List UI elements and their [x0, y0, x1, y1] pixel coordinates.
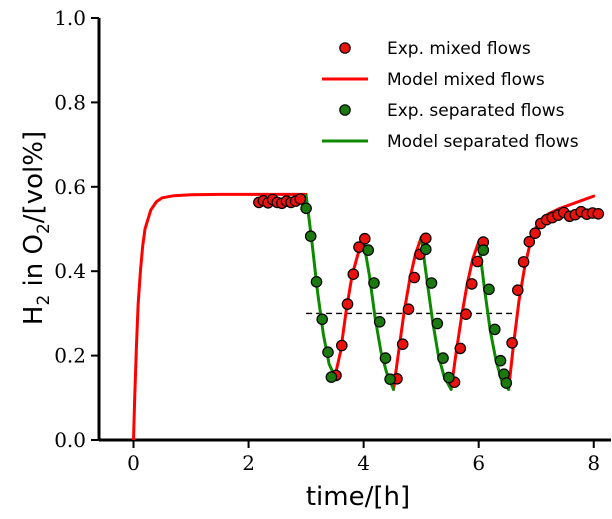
exp-mixed-point: [517, 256, 530, 268]
exp-mixed-point: [294, 193, 307, 205]
legend-entry: Model mixed flows: [322, 70, 545, 90]
y-tick-label: 1.0: [54, 6, 86, 30]
exp-mixed-point: [335, 339, 348, 352]
exp-separated-point: [477, 244, 490, 256]
exp-mixed-point: [419, 232, 432, 245]
exp-mixed-point: [506, 337, 518, 349]
y-tick-label: 0.6: [54, 175, 86, 199]
model-separated-line-segment: [362, 240, 395, 391]
legend: Exp. mixed flows Model mixed flows Exp. se…: [322, 39, 579, 152]
y-axis-title: H2 in O2/[vol%]: [19, 131, 54, 325]
exp-separated-point: [384, 373, 396, 385]
exp-mixed-point: [471, 255, 484, 268]
experiment-markers-layer: [253, 193, 605, 389]
model-separated-line-segment: [477, 240, 511, 391]
x-tick-label: 8: [587, 451, 600, 475]
legend-marker: [339, 104, 351, 116]
x-axis-title: time/[h]: [306, 482, 410, 512]
ticks-layer: 0 2 4 6 8 0.0 0.2 0.4 0.6 0.8 1.0: [54, 6, 600, 475]
exp-separated-point: [379, 352, 392, 364]
exp-mixed-point: [347, 268, 360, 280]
x-tick-label: 2: [242, 451, 255, 475]
y-tick-label: 0.2: [54, 344, 86, 368]
x-tick-label: 4: [357, 451, 370, 475]
exp-separated-point: [437, 352, 449, 364]
legend-entry: Exp. mixed flows: [339, 39, 531, 59]
exp-separated-point: [368, 277, 380, 289]
exp-separated-point: [300, 202, 312, 215]
exp-mixed-point: [454, 342, 467, 355]
exp-separated-point: [316, 313, 328, 326]
exp-mixed-point: [511, 284, 524, 296]
exp-separated-point: [310, 275, 323, 288]
exp-separated-point: [483, 283, 495, 296]
exp-separated-point: [362, 244, 374, 256]
legend-marker: [339, 42, 351, 54]
model-lines-layer: [132, 192, 596, 440]
exp-mixed-point: [592, 208, 605, 220]
x-tick-label: 6: [472, 451, 485, 475]
exp-mixed-point: [465, 278, 478, 290]
legend-label: Model separated flows: [387, 132, 579, 152]
exp-separated-point: [304, 230, 317, 242]
legend-label: Exp. mixed flows: [387, 39, 531, 59]
legend-label: Model mixed flows: [387, 70, 545, 90]
exp-mixed-point: [529, 227, 541, 239]
x-tick-label: 0: [127, 451, 140, 475]
legend-entry: Exp. separated flows: [339, 101, 565, 121]
exp-separated-point: [325, 371, 338, 383]
exp-separated-point: [425, 277, 438, 289]
exp-separated-point: [322, 346, 334, 358]
exp-separated-point: [442, 371, 455, 384]
exp-mixed-point: [408, 271, 421, 284]
exp-mixed-point: [523, 235, 536, 248]
exp-mixed-point: [341, 298, 354, 310]
exp-separated-point: [494, 354, 507, 367]
exp-separated-point: [500, 377, 513, 389]
exp-mixed-point: [402, 303, 415, 315]
axes-frame: [97, 18, 611, 442]
exp-mixed-point: [460, 308, 472, 320]
legend-label: Exp. separated flows: [387, 101, 565, 121]
exp-separated-point: [431, 317, 444, 330]
exp-separated-point: [373, 315, 386, 328]
legend-entry: Model separated flows: [322, 132, 579, 152]
model-mixed-line-segment: [132, 192, 308, 440]
exp-mixed-point: [358, 232, 371, 245]
exp-mixed-point: [396, 338, 409, 350]
y-tick-label: 0.0: [54, 428, 86, 452]
model-mixed-line-segment: [449, 240, 481, 391]
exp-separated-point: [419, 243, 432, 256]
y-tick-label: 0.8: [54, 90, 86, 114]
exp-separated-point: [488, 323, 501, 336]
y-tick-label: 0.4: [54, 259, 86, 283]
